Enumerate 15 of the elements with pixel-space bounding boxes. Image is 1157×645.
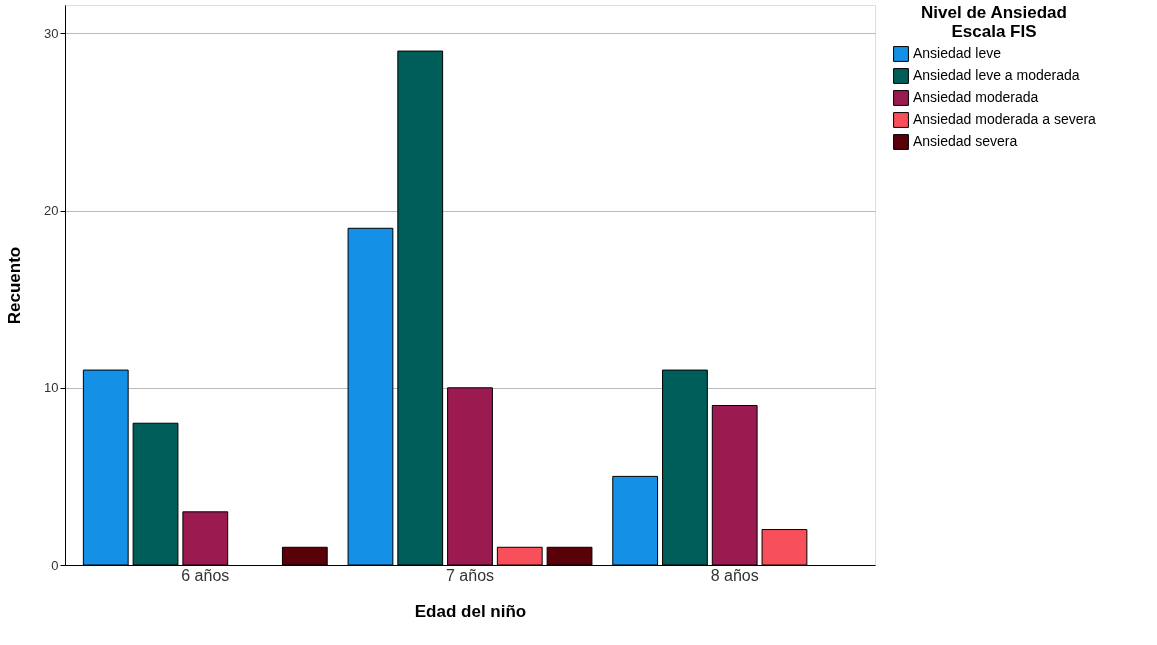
legend-title: Nivel de Ansiedad Escala FIS [921, 3, 1067, 41]
y-tick-label: 10 [44, 380, 59, 396]
x-tick-label: 7 años [445, 566, 495, 584]
legend-label: Ansiedad leve [913, 45, 1002, 61]
y-tick-label: 20 [44, 203, 59, 219]
y-tick-label: 0 [51, 557, 59, 573]
y-tick-label: 30 [44, 25, 59, 41]
y-axis-title: Recuento [5, 246, 25, 325]
legend-label: Ansiedad severa [913, 133, 1018, 149]
legend-label: Ansiedad leve a moderada [913, 67, 1080, 83]
legend-label: Ansiedad moderada [913, 89, 1039, 105]
x-tick-label: 6 años [181, 566, 230, 584]
x-tick-label: 8 años [710, 566, 759, 584]
x-axis-title: Edad del niño [414, 601, 527, 621]
legend-label: Ansiedad moderada a severa [913, 111, 1097, 127]
